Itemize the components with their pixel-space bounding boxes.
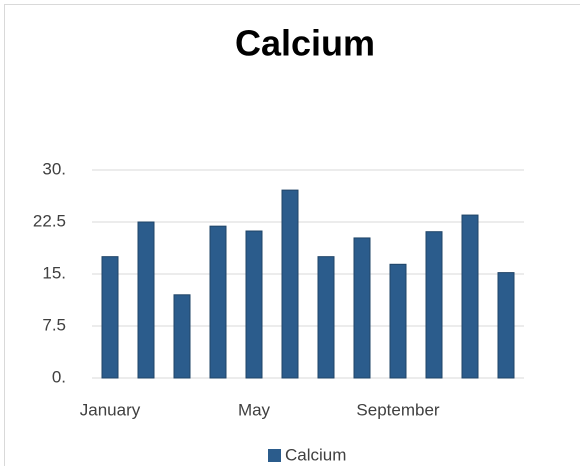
bar <box>137 221 155 379</box>
y-tick-label: 15. <box>42 263 66 282</box>
y-tick-label: 22.5 <box>33 211 66 230</box>
bar <box>425 231 443 379</box>
x-tick-label: September <box>356 400 439 419</box>
chart-title: Calcium <box>235 23 375 64</box>
bar <box>209 225 227 379</box>
bar <box>353 237 371 379</box>
y-tick-label: 30. <box>42 159 66 178</box>
legend-swatch <box>268 449 281 462</box>
y-tick-label: 7.5 <box>42 315 66 334</box>
y-tick-label: 0. <box>52 367 66 386</box>
x-tick-label: May <box>238 400 271 419</box>
bar <box>101 256 119 379</box>
legend-label: Calcium <box>285 445 346 464</box>
bar <box>245 230 263 379</box>
bar <box>173 294 191 379</box>
bar <box>497 272 515 379</box>
bar <box>461 214 479 379</box>
bar <box>317 256 335 379</box>
bar <box>389 263 407 379</box>
bar <box>281 189 299 379</box>
x-tick-label: January <box>80 400 141 419</box>
